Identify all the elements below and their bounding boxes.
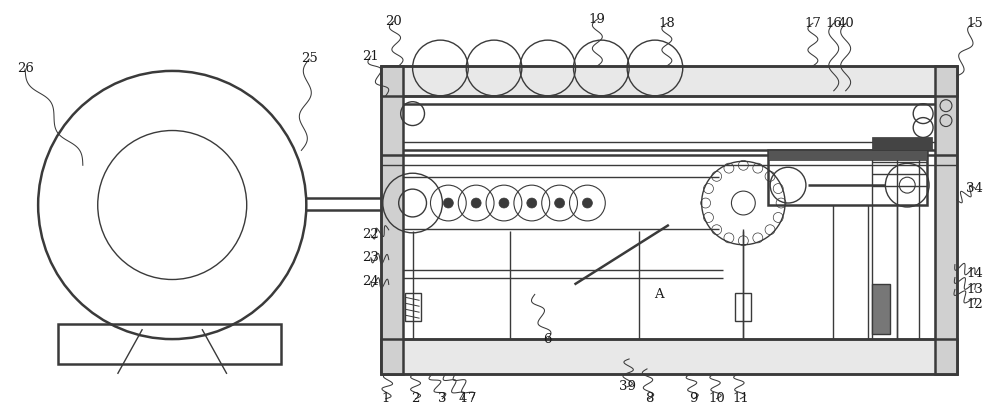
Text: 25: 25 [301, 52, 318, 66]
Circle shape [471, 198, 481, 208]
Circle shape [527, 198, 537, 208]
Bar [872, 138, 932, 150]
Circle shape [499, 198, 509, 208]
Text: 34: 34 [966, 182, 983, 195]
Text: 14: 14 [966, 267, 983, 280]
Text: 12: 12 [966, 298, 983, 311]
Circle shape [443, 198, 453, 208]
Text: 40: 40 [837, 17, 854, 30]
Text: 6: 6 [543, 332, 552, 346]
Text: 7: 7 [468, 392, 476, 405]
Text: 8: 8 [645, 392, 653, 405]
Text: 9: 9 [689, 392, 698, 405]
Text: 2: 2 [411, 392, 420, 405]
Text: 4: 4 [458, 392, 466, 405]
Bar [735, 293, 751, 321]
Text: 13: 13 [966, 283, 983, 296]
Text: 26: 26 [17, 62, 34, 76]
Bar [381, 66, 403, 374]
Text: 22: 22 [362, 228, 379, 241]
Bar [935, 66, 957, 374]
Bar [58, 324, 281, 364]
Text: 19: 19 [589, 13, 606, 26]
Bar [381, 339, 957, 374]
Text: 3: 3 [438, 392, 447, 405]
Text: 17: 17 [804, 17, 821, 30]
Text: 24: 24 [362, 275, 379, 288]
Text: 16: 16 [825, 17, 842, 30]
Text: 1: 1 [382, 392, 390, 405]
Bar [405, 293, 421, 321]
Bar [768, 150, 927, 205]
Text: 23: 23 [362, 251, 379, 264]
Circle shape [555, 198, 565, 208]
Text: 10: 10 [708, 392, 725, 405]
Text: 20: 20 [385, 15, 402, 28]
Bar [381, 66, 957, 374]
Text: 15: 15 [966, 17, 983, 30]
Bar [768, 150, 927, 160]
Circle shape [582, 198, 592, 208]
Bar [381, 66, 957, 96]
Bar [872, 285, 890, 334]
Text: 39: 39 [619, 380, 636, 393]
Text: 21: 21 [362, 50, 379, 62]
Text: A: A [654, 288, 664, 301]
Text: 11: 11 [732, 392, 749, 405]
Text: 18: 18 [658, 17, 675, 30]
